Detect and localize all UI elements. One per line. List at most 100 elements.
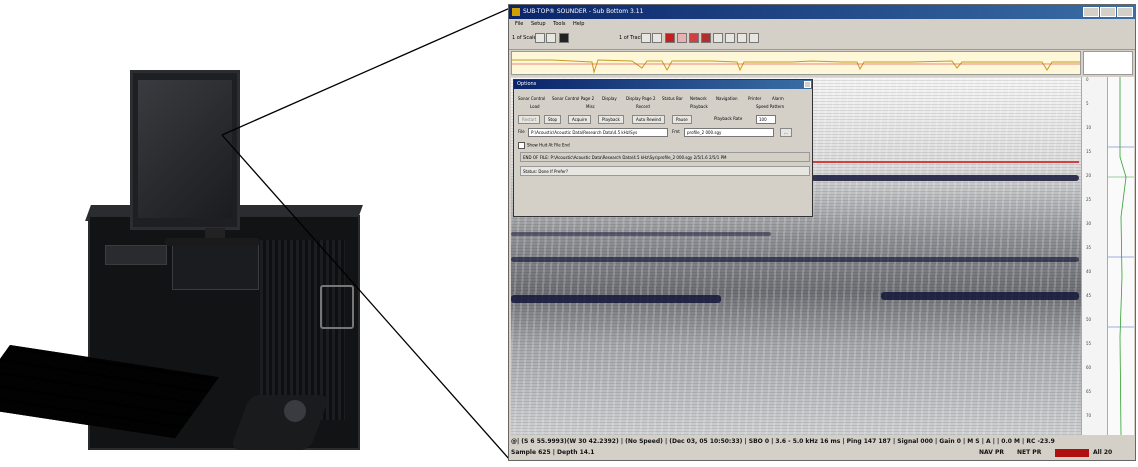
window-title-bar: SUB-TOP® SOUNDER - Sub Bottom 3.11 xyxy=(509,5,1135,19)
restart-button[interactable]: Restart xyxy=(518,115,541,124)
record-button[interactable] xyxy=(665,33,675,43)
trackball xyxy=(284,400,306,422)
bottom-track-line xyxy=(811,161,1079,163)
print-icon[interactable] xyxy=(749,33,759,43)
menu-help[interactable]: Help xyxy=(573,21,585,27)
monitor-stand xyxy=(205,228,225,240)
reflector-band xyxy=(881,292,1079,300)
dialog-title: Options xyxy=(514,80,812,89)
drive-bay xyxy=(105,245,167,265)
tab-printer[interactable]: Printer xyxy=(748,96,762,101)
menu-bar: File Setup Tools Help xyxy=(509,19,1135,29)
checkbox-label: Show Huit At File End xyxy=(527,142,570,148)
status-bar-readout: @| (S 6 55.9993)(W 30 42.2392) | (No Spe… xyxy=(511,438,1055,445)
dialog-tabs: Sonar Control Sonar Control Page 2 Displ… xyxy=(516,92,810,114)
dialog-status: Status: Done If Prefer? xyxy=(520,166,810,176)
depth-tick: 0 xyxy=(1086,77,1089,82)
sample-depth-readout: Sample 625 | Depth 14.1 xyxy=(511,449,595,456)
depth-tick: 5 xyxy=(1086,101,1089,106)
toolbar: 1 of Scale 1 of Track xyxy=(509,29,1135,50)
file-name-label: Fmt xyxy=(672,129,680,134)
file-row: File P:\Acoustic\Acoustic Data\Research … xyxy=(518,128,808,138)
browse-button[interactable]: ... xyxy=(780,128,792,137)
tab-network[interactable]: Network xyxy=(690,96,707,101)
tab-display[interactable]: Display xyxy=(602,96,617,101)
window-title: SUB-TOP® SOUNDER - Sub Bottom 3.11 xyxy=(523,8,644,15)
signal-profile-panel xyxy=(1107,77,1134,436)
dialog-close-icon[interactable] xyxy=(804,81,811,88)
tab-load[interactable]: Load xyxy=(530,104,540,109)
tab-alarm[interactable]: Alarm xyxy=(772,96,784,101)
file-path-input[interactable]: P:\Acoustic\Acoustic Data\Research Data\… xyxy=(528,128,668,137)
depth-tick: 50 xyxy=(1086,317,1092,322)
tab-speed-pattern[interactable]: Speed Pattern xyxy=(756,104,785,109)
reflector-band xyxy=(511,295,721,303)
menu-setup[interactable]: Setup xyxy=(530,21,546,27)
playback-button[interactable]: Playback xyxy=(598,115,624,124)
menu-file[interactable]: File xyxy=(515,21,524,27)
stop-button[interactable] xyxy=(559,33,569,43)
tab-sonar-control[interactable]: Sonar Control xyxy=(518,96,546,101)
reflector-band xyxy=(511,232,771,236)
depth-tick: 65 xyxy=(1086,389,1092,394)
reflector-band xyxy=(511,257,1079,262)
sonar-application-window: SUB-TOP® SOUNDER - Sub Bottom 3.11 File … xyxy=(508,4,1136,461)
auto-rewind-button[interactable]: Auto Rewind xyxy=(632,115,666,124)
event-icon[interactable] xyxy=(701,33,711,43)
track-label: 1 of Track xyxy=(619,35,644,41)
depth-tick: 25 xyxy=(1086,197,1092,202)
file-end-message: END OF FILE: P:\Acoustic\Acoustic Data\R… xyxy=(520,152,810,162)
tab-record[interactable]: Record xyxy=(636,104,650,109)
tab-display-2[interactable]: Display Page 2 xyxy=(626,96,656,101)
menu-tools[interactable]: Tools xyxy=(553,21,566,27)
zoom-readout: All 20 xyxy=(1093,449,1113,456)
acquire-button[interactable]: Acquire xyxy=(568,115,592,124)
zoom-in-icon[interactable] xyxy=(713,33,723,43)
window-controls xyxy=(1082,7,1133,23)
tab-playback[interactable]: Playback xyxy=(690,104,708,109)
settings-icon[interactable] xyxy=(737,33,747,43)
case-handle xyxy=(320,285,354,329)
front-panel-door xyxy=(172,240,259,290)
playback-rate-label: Playback Rate xyxy=(714,116,743,121)
mark-icon[interactable] xyxy=(677,33,687,43)
stop-button[interactable]: Stop xyxy=(544,115,562,124)
depth-tick: 10 xyxy=(1086,125,1092,130)
alarm-icon[interactable] xyxy=(689,33,699,43)
prev-scale-button[interactable] xyxy=(535,33,545,43)
depth-tick: 35 xyxy=(1086,245,1092,250)
zoom-out-icon[interactable] xyxy=(725,33,735,43)
depth-scale: 0 5 10 15 20 25 30 35 40 45 50 55 60 65 … xyxy=(1081,77,1108,435)
depth-tick: 70 xyxy=(1086,413,1092,418)
reflector-band xyxy=(811,175,1079,181)
alarm-indicator xyxy=(1055,449,1089,457)
profile-trace xyxy=(1108,77,1134,436)
options-dialog: Options Sonar Control Sonar Control Page… xyxy=(513,79,813,217)
close-icon[interactable] xyxy=(1117,7,1133,17)
side-vent xyxy=(260,240,345,420)
tab-navigation[interactable]: Navigation xyxy=(716,96,738,101)
show-at-end-option[interactable]: Show Huit At File End xyxy=(518,142,570,149)
playback-rate-input[interactable]: 100 xyxy=(756,115,776,124)
tab-status-bar[interactable]: Status Bar xyxy=(662,96,683,101)
monitor-stand-base xyxy=(165,238,260,246)
maximize-icon[interactable] xyxy=(1100,7,1116,17)
echogram-display[interactable] xyxy=(511,77,1081,435)
file-name-input[interactable]: profile_2 000.sgy xyxy=(684,128,774,137)
pause-button[interactable]: Pause xyxy=(672,115,692,124)
checkbox[interactable] xyxy=(518,142,525,149)
tab-sonar-control-2[interactable]: Sonar Control Page 2 xyxy=(552,96,595,101)
minimize-icon[interactable] xyxy=(1083,7,1099,17)
depth-tick: 30 xyxy=(1086,221,1092,226)
next-scale-button[interactable] xyxy=(546,33,556,43)
depth-tick: 20 xyxy=(1086,173,1092,178)
depth-tick: 15 xyxy=(1086,149,1092,154)
tab-misc[interactable]: Misc xyxy=(586,104,595,109)
next-track-button[interactable] xyxy=(652,33,662,43)
playback-controls: Restart Stop Acquire Playback Auto Rewin… xyxy=(518,115,808,125)
depth-tick: 45 xyxy=(1086,293,1092,298)
monitor-screen xyxy=(138,80,232,218)
depth-tick: 60 xyxy=(1086,365,1092,370)
prev-track-button[interactable] xyxy=(641,33,651,43)
depth-tick: 40 xyxy=(1086,269,1092,274)
